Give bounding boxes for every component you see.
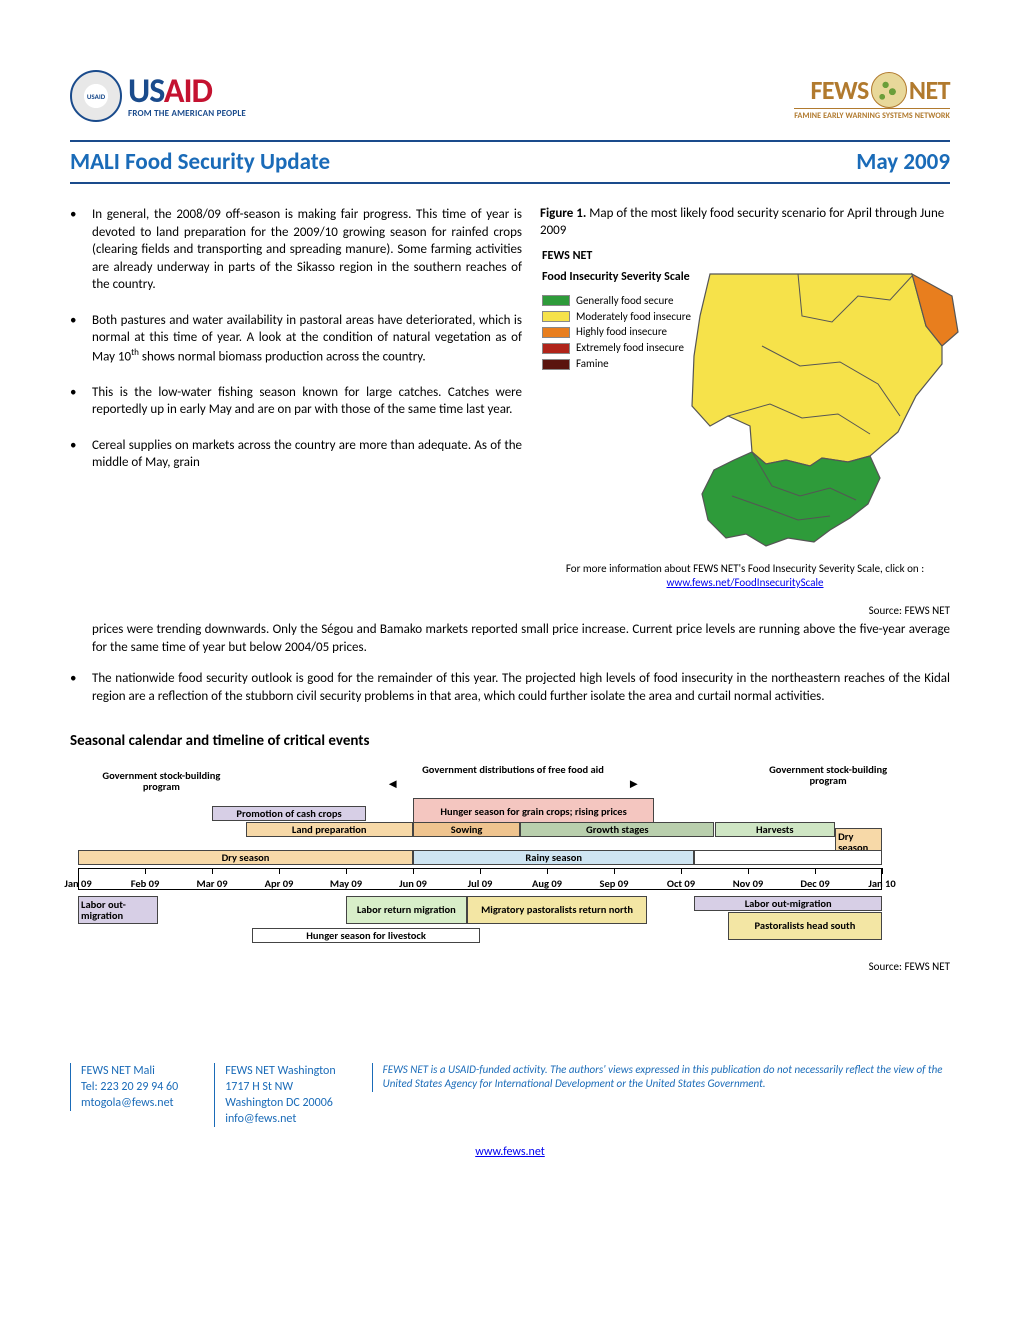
legend-row: Famine <box>542 356 691 372</box>
usaid-seal-icon: USAID <box>70 70 122 122</box>
timeline-bar: Labor return migration <box>346 896 467 924</box>
legend-label: Extremely food insecure <box>576 340 684 356</box>
footer-url: www.fews.net <box>70 1145 950 1159</box>
timeline-bar: Migratory pastoralists return north <box>467 896 648 924</box>
footer: FEWS NET MaliTel: 223 20 29 94 60mtogola… <box>70 1063 950 1128</box>
legend-title-1: FEWS NET <box>542 248 691 265</box>
bullet-item: In general, the 2008/09 off-season is ma… <box>92 206 522 294</box>
legend-row: Generally food secure <box>542 293 691 309</box>
mali-map <box>680 256 960 556</box>
legend-title-2: Food Insecurity Severity Scale <box>542 269 691 286</box>
body-two-col: In general, the 2008/09 off-season is ma… <box>70 206 950 617</box>
bullet-item: This is the low-water fishing season kno… <box>92 384 522 419</box>
timeline-label: Government stock-building program <box>91 770 231 793</box>
timeline-bar: Harvests <box>715 822 836 837</box>
globe-icon <box>871 72 907 108</box>
usaid-wordmark: USAID <box>128 75 246 109</box>
arrow-icon: ► <box>627 776 640 792</box>
header-logos: USAID USAID FROM THE AMERICAN PEOPLE FEW… <box>70 70 950 122</box>
map-box: FEWS NET Food Insecurity Severity Scale … <box>540 246 950 556</box>
footer-disclaimer: FEWS NET is a USAID-funded activity. The… <box>372 1063 950 1093</box>
timeline-label: Government distributions of free food ai… <box>413 764 613 776</box>
section-heading: Seasonal calendar and timeline of critic… <box>70 732 950 750</box>
bullet-item: The nationwide food security outlook is … <box>92 670 950 705</box>
map-source: Source: FEWS NET <box>540 604 950 617</box>
fewsnet-tagline: FAMINE EARLY WARNING SYSTEMS NETWORK <box>794 108 950 121</box>
timeline-axis <box>78 868 882 890</box>
legend-swatch <box>542 327 570 338</box>
legend-swatch <box>542 295 570 306</box>
title-row: MALI Food Security Update May 2009 <box>70 148 950 184</box>
arrow-icon: ◄ <box>386 776 399 792</box>
seasonal-timeline: Jan 09Feb 09Mar 09Apr 09May 09Jun 09Jul … <box>70 766 950 956</box>
legend-row: Extremely food insecure <box>542 340 691 356</box>
timeline-source: Source: FEWS NET <box>70 960 950 973</box>
usaid-tagline: FROM THE AMERICAN PEOPLE <box>128 109 246 118</box>
bullet-list-full: prices were trending downwards. Only the… <box>70 621 950 705</box>
timeline-bar: Hunger season for livestock <box>252 928 480 943</box>
legend-swatch <box>542 359 570 370</box>
legend-label: Famine <box>576 356 609 372</box>
footer-washington: FEWS NET Washington1717 H St NWWashingto… <box>214 1063 335 1128</box>
timeline-bar: Labor out-migration <box>78 896 158 924</box>
legend-row: Moderately food insecure <box>542 309 691 325</box>
figure-column: Figure 1. Map of the most likely food se… <box>540 206 950 617</box>
legend-swatch <box>542 343 570 354</box>
timeline-bar: Pastoralists head south <box>728 912 882 940</box>
timeline-bar: Rainy season <box>413 850 694 865</box>
legend-label: Generally food secure <box>576 293 673 309</box>
footer-mali: FEWS NET MaliTel: 223 20 29 94 60mtogola… <box>70 1063 178 1112</box>
fewsnet-logo: FEWS NET FAMINE EARLY WARNING SYSTEMS NE… <box>794 72 950 121</box>
footer-link[interactable]: www.fews.net <box>475 1145 545 1159</box>
scale-link[interactable]: www.fews.net/FoodInsecurityScale <box>667 576 824 589</box>
bullet-item: Cereal supplies on markets across the co… <box>92 437 522 472</box>
timeline-bar: Labor out-migration <box>694 896 882 911</box>
bullet-item-continuation: prices were trending downwards. Only the… <box>92 621 950 656</box>
timeline-label: Government stock-building program <box>768 764 888 787</box>
timeline-bar: Promotion of cash crops <box>212 806 366 821</box>
timeline-bar: Sowing <box>413 822 520 837</box>
bullet-list-left: In general, the 2008/09 off-season is ma… <box>70 206 522 472</box>
page-date: May 2009 <box>856 148 950 176</box>
usaid-logo: USAID USAID FROM THE AMERICAN PEOPLE <box>70 70 246 122</box>
timeline-bar: Land preparation <box>246 822 414 837</box>
bullet-item: Both pastures and water availability in … <box>92 312 522 366</box>
legend-swatch <box>542 311 570 322</box>
map-note: For more information about FEWS NET's Fo… <box>540 562 950 591</box>
timeline-bar: Dry season <box>78 850 413 865</box>
legend-label: Moderately food insecure <box>576 309 691 325</box>
legend-label: Highly food insecure <box>576 324 667 340</box>
figure-caption: Figure 1. Map of the most likely food se… <box>540 206 950 240</box>
page-title: MALI Food Security Update <box>70 148 330 176</box>
legend-row: Highly food insecure <box>542 324 691 340</box>
left-column: In general, the 2008/09 off-season is ma… <box>70 206 522 617</box>
timeline-bar: Growth stages <box>520 822 714 837</box>
timeline-bar <box>694 850 882 865</box>
title-rule-top <box>70 140 950 142</box>
severity-scale-legend: FEWS NET Food Insecurity Severity Scale … <box>542 248 691 372</box>
